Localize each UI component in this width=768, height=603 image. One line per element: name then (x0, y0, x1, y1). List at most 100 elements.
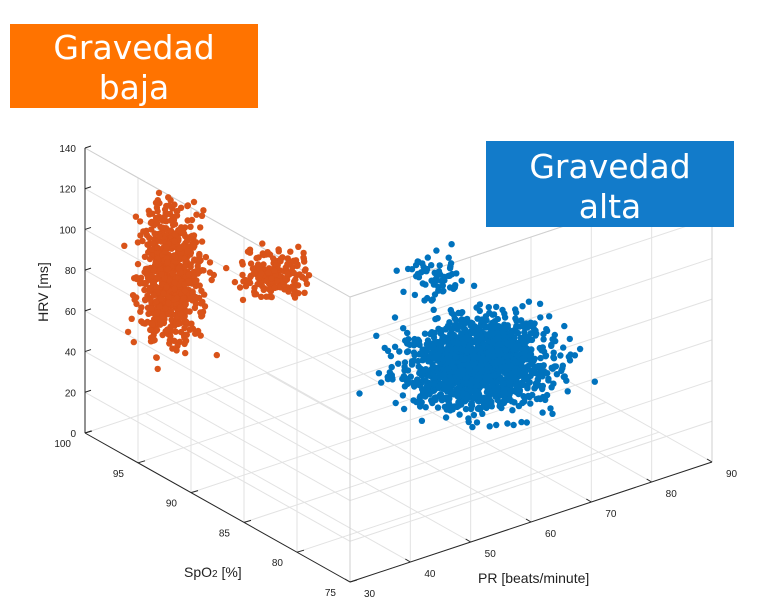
low-gravity-point (136, 280, 144, 287)
low-gravity-point (148, 305, 155, 312)
z-tick-mark (84, 389, 92, 393)
y-tick-mark (296, 549, 305, 553)
low-gravity-point (134, 239, 142, 246)
grid-line (349, 380, 713, 502)
low-gravity-point (158, 271, 165, 278)
low-gravity-point (129, 292, 137, 299)
low-gravity-point (159, 224, 167, 231)
low-gravity-point (140, 228, 147, 235)
high-gravity-point (518, 317, 525, 324)
high-gravity-point (542, 396, 549, 404)
low-gravity-point (141, 253, 149, 260)
high-gravity-point (511, 345, 518, 353)
high-gravity-point (520, 393, 527, 400)
z-tick-mark (84, 267, 92, 271)
high-gravity-point (399, 392, 407, 399)
low-gravity-point (153, 326, 161, 334)
high-gravity-point (560, 344, 567, 351)
high-gravity-point (517, 356, 525, 363)
grid-line (145, 412, 411, 563)
y-tick-mark (243, 519, 252, 523)
high-gravity-point (454, 378, 461, 385)
high-gravity-point (422, 393, 429, 400)
x-tick-mark (706, 458, 713, 463)
low-gravity-point (152, 260, 160, 267)
low-gravity-point (153, 354, 160, 361)
low-gravity-point (171, 220, 179, 228)
high-gravity-point (500, 380, 507, 387)
low-gravity-point (197, 309, 204, 316)
high-gravity-point (474, 315, 481, 322)
high-gravity-point (489, 338, 496, 346)
high-gravity-point (469, 320, 476, 327)
high-gravity-point (476, 374, 483, 381)
high-gravity-point (576, 345, 584, 353)
low-gravity-point (294, 261, 301, 268)
axes (84, 145, 713, 583)
low-gravity-point (146, 255, 154, 263)
high-gravity-point (460, 340, 467, 347)
high-gravity-point (373, 332, 380, 339)
low-gravity-point (198, 238, 206, 245)
low-gravity-point (299, 273, 306, 281)
low-gravity-point (290, 285, 297, 292)
high-gravity-point (491, 385, 498, 392)
high-gravity-point (506, 380, 513, 388)
low-gravity-point (156, 233, 163, 240)
low-gravity-point (185, 271, 192, 278)
low-gravity-point (208, 276, 215, 284)
high-gravity-point (477, 365, 484, 373)
low-gravity-point (153, 298, 160, 305)
high-gravity-point (491, 372, 498, 379)
low-gravity-point (282, 264, 289, 271)
high-gravity-point (432, 270, 439, 277)
high-gravity-point (410, 357, 418, 364)
low-gravity-point (247, 260, 255, 267)
high-gravity-point (396, 348, 403, 355)
high-gravity-point (452, 353, 460, 361)
high-gravity-point (487, 345, 494, 352)
high-gravity-point (502, 325, 509, 332)
high-gravity-point (540, 330, 547, 338)
low-gravity-point (200, 207, 207, 214)
low-gravity-point (280, 281, 287, 288)
high-gravity-point (493, 323, 501, 330)
low-gravity-point (176, 245, 184, 252)
low-gravity-point (305, 272, 313, 279)
high-gravity-point (408, 266, 416, 273)
high-gravity-point (378, 379, 385, 386)
high-gravity-point (464, 394, 472, 401)
high-gravity-point (537, 395, 544, 403)
grid-line (326, 352, 592, 503)
high-gravity-point (450, 311, 457, 319)
grid-line (84, 310, 351, 461)
y-tick-label: 90 (166, 499, 178, 510)
high-gravity-point (465, 418, 472, 426)
high-gravity-point (549, 410, 556, 417)
z-tick-mark (84, 226, 92, 230)
low-gravity-point (182, 262, 189, 270)
low-gravity-point (253, 254, 260, 262)
high-gravity-point (504, 420, 511, 427)
high-gravity-point (523, 419, 530, 426)
high-gravity-point (478, 355, 485, 362)
grid-line (243, 401, 607, 523)
high-gravity-point (515, 402, 523, 410)
low-gravity-point (197, 224, 204, 231)
z-tick-label: 20 (65, 388, 77, 399)
low-gravity-point (136, 218, 144, 225)
high-gravity-point (414, 336, 422, 343)
low-gravity-point (137, 308, 144, 315)
high-gravity-point (515, 382, 522, 390)
high-gravity-point (470, 411, 478, 419)
low-gravity-point (258, 270, 265, 277)
low-gravity-point (183, 308, 191, 315)
high-gravity-point (416, 351, 423, 358)
high-gravity-point (415, 363, 422, 370)
high-gravity-point (550, 355, 558, 362)
high-gravity-point (512, 309, 520, 316)
high-gravity-point (434, 315, 441, 322)
high-gravity-point (416, 341, 423, 349)
low-gravity-point (197, 257, 204, 264)
low-gravity-point (157, 318, 164, 326)
